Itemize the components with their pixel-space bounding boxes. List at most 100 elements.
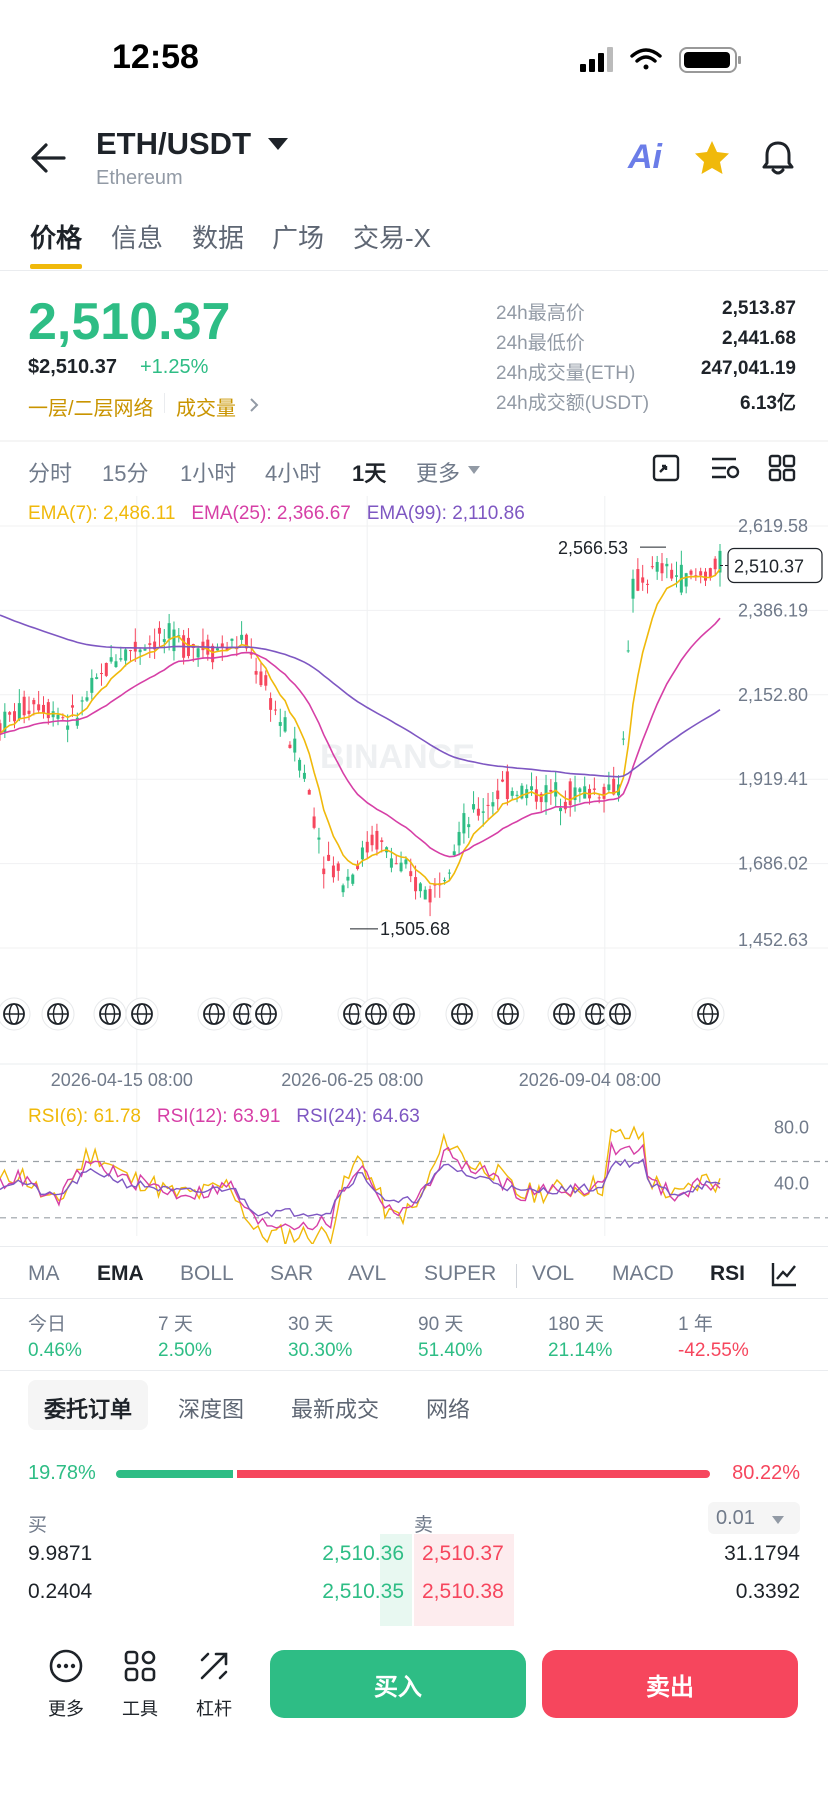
ask-price[interactable]: 2,510.37 (422, 1542, 504, 1565)
candle-body (626, 650, 630, 652)
status-icons (580, 47, 741, 73)
bid-price[interactable]: 2,510.35 (322, 1580, 404, 1603)
ema7-line (0, 568, 721, 886)
divider (0, 1246, 828, 1247)
chevron-right-icon[interactable] (248, 396, 260, 414)
tab-depth-chart[interactable]: 深度图 (178, 1397, 245, 1422)
candle-body (61, 717, 65, 719)
indicator-chart-icon[interactable] (770, 1260, 798, 1288)
indicator-settings-icon[interactable] (710, 454, 740, 482)
layout-grid-icon[interactable] (768, 454, 796, 482)
globe-icon-meridian (590, 1003, 602, 1025)
precision-caret-icon[interactable] (772, 1516, 784, 1524)
tab-square[interactable]: 广场 (272, 223, 325, 253)
orderbook-tab-highlight (28, 1380, 148, 1430)
candle-body (660, 563, 664, 574)
globe-icon-meridian (208, 1003, 220, 1025)
tab-trade-x[interactable]: 交易-X (353, 223, 432, 253)
candle-body (708, 568, 712, 578)
tab-order-book[interactable]: 委托订单 (44, 1397, 133, 1422)
x-tick-label: 2026-09-04 08:00 (519, 1070, 661, 1090)
indicator-ema[interactable]: EMA (97, 1262, 144, 1285)
ema25-line (0, 617, 721, 858)
leverage-button[interactable]: 杠杆 (184, 1648, 244, 1721)
interval-time[interactable]: 分时 (28, 461, 73, 486)
indicator-super[interactable]: SUPER (424, 1262, 497, 1285)
pair-title[interactable]: ETH/USDT (96, 126, 251, 161)
buy-ratio: 19.78% (28, 1462, 96, 1484)
tab-info[interactable]: 信息 (111, 223, 164, 253)
ask-quantity[interactable]: 31.1794 (724, 1542, 800, 1565)
stat-turnover-label: 24h成交额(USDT) (496, 393, 650, 414)
bid-price[interactable]: 2,510.36 (322, 1542, 404, 1565)
ask-quantity[interactable]: 0.3392 (735, 1580, 800, 1603)
candle-body (133, 641, 137, 652)
candle-body (240, 634, 244, 640)
candle-body (602, 786, 606, 799)
candle-body (259, 671, 263, 686)
indicator-rsi[interactable]: RSI (710, 1262, 746, 1285)
sell-button[interactable]: 卖出 (542, 1650, 798, 1718)
interval-4h[interactable]: 4小时 (265, 461, 322, 486)
candle-body (704, 571, 708, 581)
indicator-boll[interactable]: BOLL (180, 1262, 234, 1285)
stat-volume-value: 247,041.19 (700, 358, 796, 379)
tab-network[interactable]: 网络 (426, 1397, 471, 1422)
candle-body (389, 858, 393, 868)
category-tag[interactable]: 一层/二层网络 (28, 398, 154, 420)
interval-1d[interactable]: 1天 (352, 461, 387, 486)
back-button[interactable] (28, 140, 68, 176)
pair-dropdown-icon[interactable] (268, 138, 288, 150)
buy-button[interactable]: 买入 (270, 1650, 526, 1718)
x-tick-label: 2026-04-15 08:00 (51, 1070, 193, 1090)
indicator-vol[interactable]: VOL (532, 1262, 575, 1285)
bid-quantity[interactable]: 0.2404 (28, 1580, 93, 1603)
candle-body (515, 794, 519, 796)
candlestick-chart[interactable]: 2,619.58 2,386.19 2,152.80 1,919.41 1,686.02… (0, 496, 828, 1244)
candle-body (530, 786, 534, 791)
bell-icon[interactable] (758, 138, 798, 178)
ema-legend: EMA(7): 2,486.11 EMA(25): 2,366.67 EMA(9… (28, 503, 525, 525)
favorite-star-icon[interactable] (692, 138, 732, 178)
candle-body (501, 779, 505, 782)
globe-icon-meridian (456, 1003, 468, 1025)
leverage-label: 杠杆 (196, 1699, 232, 1719)
candle-body (520, 785, 524, 799)
interval-1h[interactable]: 1小时 (180, 461, 237, 486)
candle-body (684, 573, 688, 587)
candle-body (375, 830, 379, 850)
divider (0, 270, 828, 271)
indicator-avl[interactable]: AVL (348, 1262, 387, 1285)
chart-settings-icon[interactable] (652, 454, 680, 482)
tab-latest-trades[interactable]: 最新成交 (291, 1397, 380, 1422)
tab-data[interactable]: 数据 (192, 223, 245, 253)
indicator-sar[interactable]: SAR (270, 1262, 314, 1285)
tools-button[interactable]: 工具 (110, 1648, 170, 1721)
interval-15m[interactable]: 15分 (102, 461, 149, 486)
candle-body (148, 643, 152, 645)
candle-body (114, 661, 118, 667)
bid-quantity[interactable]: 9.9871 (28, 1542, 93, 1565)
interval-more[interactable]: 更多 (416, 461, 461, 486)
ai-icon[interactable]: Ai (628, 138, 662, 176)
bid-depth-bar (380, 1610, 412, 1626)
indicator-macd[interactable]: MACD (612, 1262, 674, 1285)
more-caret-icon[interactable] (468, 466, 480, 474)
ema99-line (0, 614, 721, 778)
volume-tag[interactable]: 成交量 (176, 398, 236, 420)
precision-selector[interactable] (708, 1502, 800, 1534)
indicator-ma[interactable]: MA (28, 1262, 60, 1285)
rsi-tick-label: 80.0 (774, 1117, 809, 1137)
precision-value[interactable]: 0.01 (716, 1507, 755, 1529)
candle-body (220, 643, 224, 648)
candle-body (172, 629, 176, 652)
candle-body (636, 569, 640, 591)
tab-price[interactable]: 价格 (30, 223, 83, 253)
ask-price[interactable]: 2,510.38 (422, 1580, 504, 1603)
candle-body (196, 648, 200, 658)
ema99-legend: EMA(99): 2,110.86 (366, 503, 525, 524)
candle-body (254, 671, 258, 675)
more-button[interactable]: 更多 (36, 1648, 96, 1721)
candle-body (641, 577, 645, 583)
candle-body (510, 791, 514, 796)
